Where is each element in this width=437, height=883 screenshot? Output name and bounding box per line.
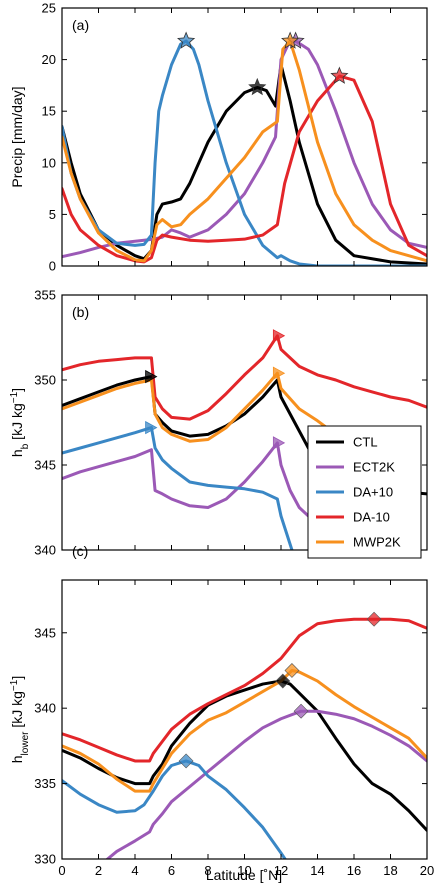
x-tick-label: 16 [347,863,361,878]
legend-label: MWP2K [353,535,401,550]
y-tick-label: 345 [34,458,56,473]
legend: CTL ECT2K DA+10 DA-10 MWP2K [307,425,422,559]
marker-da10-triangle [145,420,158,435]
y-axis-label: hb [kJ kg−1] [9,388,31,457]
y-tick-label: 20 [42,52,56,67]
series-line-da10 [62,39,427,266]
x-tick-label: 20 [420,863,434,878]
x-tick-label: 14 [310,863,324,878]
y-axis-label: hlower [kJ kg−1] [9,676,31,763]
x-tick-label: 12 [274,863,288,878]
legend-label: DA+10 [353,485,393,500]
marker-mwp2k-diamond [284,663,300,678]
axes-frame [61,7,428,267]
y-tick-label: 345 [34,625,56,640]
y-tick-label: 10 [42,155,56,170]
y-tick-label: 340 [34,701,56,716]
series-line-ctl [62,679,427,832]
y-tick-label: 25 [42,1,56,16]
marker-ctl-star [248,77,267,96]
y-tick-label: 15 [42,104,56,119]
series-group [62,39,427,266]
panel-tag: (c) [72,543,88,559]
marker-ect2k-diamond [293,703,309,719]
series-line-ect2k [105,709,427,859]
series-line-da10 [62,334,427,421]
y-tick-label: 5 [49,207,56,222]
series-line-ctl [62,63,427,266]
y-tick-label: 0 [49,259,56,274]
marker-mwp2k-star [281,31,300,49]
marker-mwp2k-triangle [272,366,286,380]
x-tick-label: 8 [204,863,211,878]
marker-ctl-diamond [275,673,291,689]
legend-label: ECT2K [353,460,395,475]
series-group [62,617,427,859]
x-tick-label: 6 [168,863,175,878]
x-tick-label: 0 [58,863,65,878]
marker-da10-triangle [272,329,286,343]
panel-1: 0 5 10 15 20 25 (a) Precip [mm/day] [9,1,428,274]
marker-da10-diamond [178,753,194,769]
legend-label: CTL [353,435,378,450]
series-line-da10 [62,617,427,763]
x-tick-label: 10 [237,863,251,878]
series-line-mwp2k [62,668,427,793]
marker-da10-star [330,66,349,84]
x-tick-label: 2 [95,863,102,878]
legend-label: DA-10 [353,510,390,525]
y-tick-label: 355 [34,288,56,303]
series-line-mwp2k [62,371,329,443]
marker-ctl-triangle [145,369,158,384]
x-tick-label: 18 [383,863,397,878]
marker-ect2k-triangle [272,436,286,450]
panel-3: 0 2 4 6 8 10 12 14 16 18 20 330 335 340 345 (c) hlower [… [9,543,435,878]
series-line-da10 [62,426,294,550]
series-line-da10 [62,759,287,859]
marker-da10-star [177,31,196,49]
y-tick-label: 350 [34,373,56,388]
y-tick-label: 330 [34,852,56,867]
series-line-mwp2k [62,39,427,263]
y-tick-label: 340 [34,543,56,558]
y-axis-label: Precip [mm/day] [9,86,25,187]
series-line-da10 [62,74,427,264]
marker-da10-diamond [366,611,382,627]
x-axis-label: Latitude [˚N] [206,867,282,883]
y-tick-label: 335 [34,776,56,791]
panel-2: 340 345 350 355 (b) hb [kJ kg−1] [9,288,428,558]
series-line-ect2k [62,39,427,259]
x-tick-label: 4 [131,863,138,878]
panel-tag: (b) [72,304,89,320]
panel-tag: (a) [72,17,89,33]
